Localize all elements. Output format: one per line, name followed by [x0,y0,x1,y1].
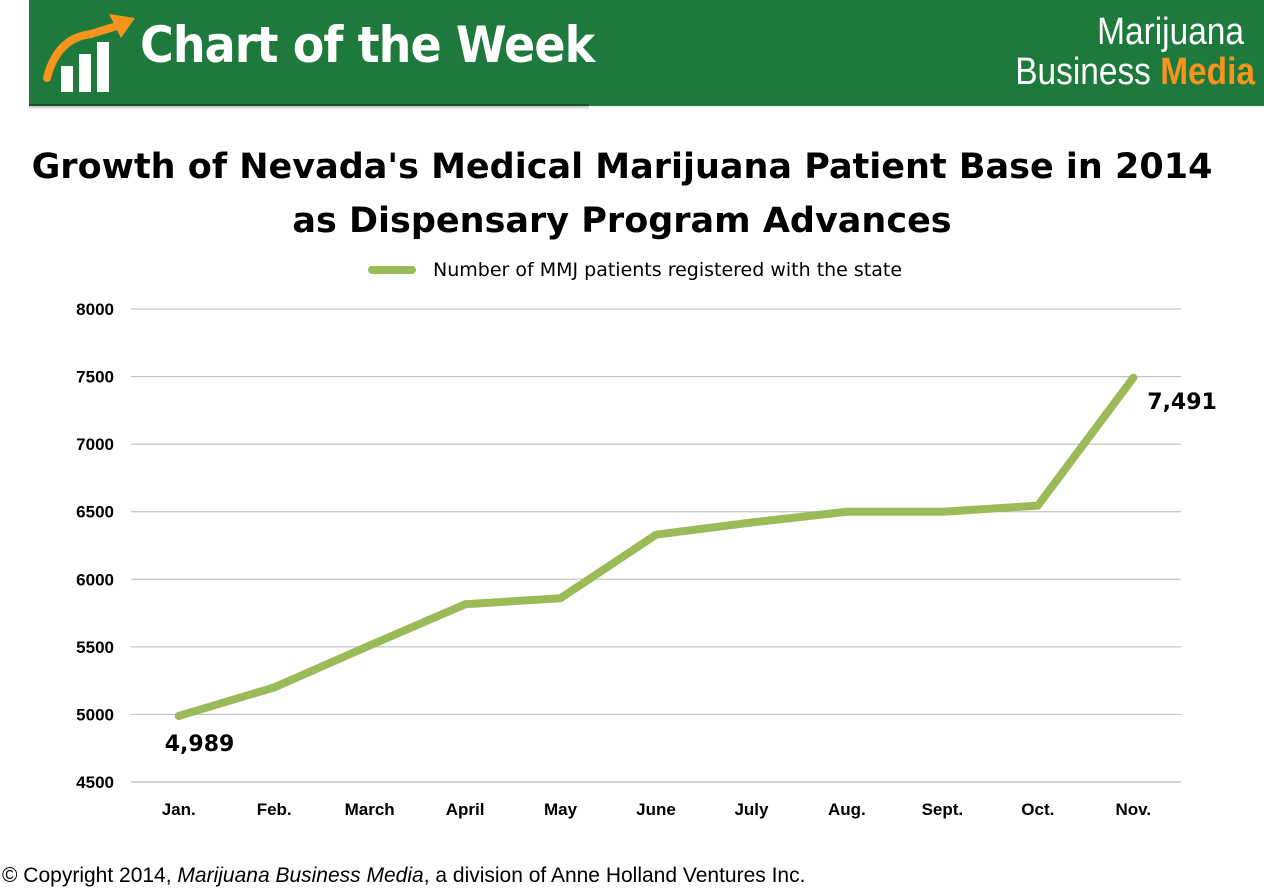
data-point [461,600,470,609]
x-tick-label: Oct. [1021,800,1054,819]
copyright-footer: © Copyright 2014, Marijuana Business Med… [2,864,805,888]
copyright-prefix: © Copyright 2014, [2,864,178,887]
data-label: 7,491 [1147,390,1217,415]
banner-title: Chart of the Week [140,16,595,74]
data-point [842,507,851,516]
data-point [1129,373,1138,382]
x-tick-label: Feb. [257,800,292,819]
data-label: 4,989 [165,732,235,757]
x-tick-label: June [636,800,676,819]
x-tick-label: April [446,800,485,819]
data-point [556,594,565,603]
y-tick-label: 7000 [76,435,114,454]
y-tick-label: 5000 [76,705,114,724]
banner-shadow [29,104,589,110]
copyright-publication: Marijuana Business Media [177,864,424,887]
chart-title-line-2: as Dispensary Program Advances [292,201,952,241]
y-tick-label: 5500 [76,638,114,657]
x-tick-label: Nov. [1115,800,1151,819]
brand-line-2: Business Media [1015,51,1255,93]
y-tick-label: 6500 [76,503,114,522]
x-tick-label: Sept. [922,800,964,819]
data-point [365,641,374,650]
x-tick-label: May [544,800,578,819]
legend-label: Number of MMJ patients registered with t… [433,259,903,281]
brand-word-business: Business [1015,51,1151,93]
brand-line-1: Marijuana [1097,11,1244,53]
data-point [270,683,279,692]
y-tick-label: 6000 [76,570,114,589]
data-point [652,530,660,539]
brand-word-media: Media [1160,51,1255,93]
data-point [1033,501,1042,510]
chart-title-line-1: Growth of Nevada's Medical Marijuana Pat… [31,147,1213,187]
x-tick-label: July [734,800,769,819]
legend-swatch [368,266,416,274]
copyright-suffix: , a division of Anne Holland Ventures In… [423,864,806,887]
data-point [938,507,947,516]
x-tick-label: March [345,800,395,819]
data-point [174,711,183,720]
y-tick-label: 8000 [76,300,114,319]
growth-chart-icon [43,14,135,92]
chart-title: Growth of Nevada's Medical Marijuana Pat… [0,140,1244,248]
x-tick-label: Aug. [828,800,866,819]
header-banner [29,0,1264,106]
y-tick-label: 4500 [76,773,114,792]
brand-logo: Marijuana Business Media [984,11,1255,93]
series-line [174,373,1138,720]
x-tick-label: Jan. [162,800,196,819]
y-tick-label: 7500 [76,368,114,387]
data-point [747,518,756,527]
